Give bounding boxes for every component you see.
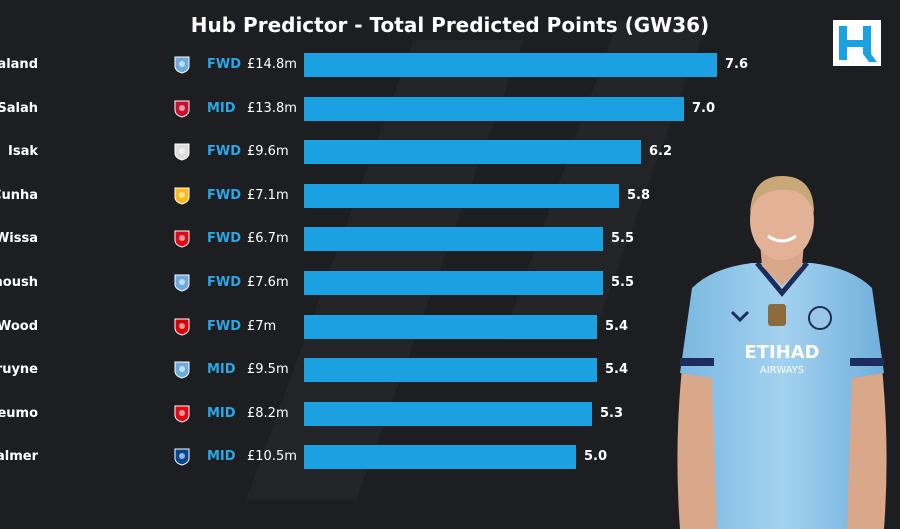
position-label: FWD (207, 57, 242, 72)
bar (304, 401, 592, 426)
hub-logo (833, 20, 881, 66)
chart-row: Wood FWD £7m 5.4 (0, 314, 780, 339)
man-city-crest-icon (174, 361, 190, 379)
player-name: Wood (0, 318, 38, 334)
value-label: 5.5 (611, 231, 635, 247)
value-label: 5.8 (627, 187, 651, 203)
bar (304, 53, 717, 77)
bar (304, 314, 597, 339)
position-label: FWD (207, 318, 242, 334)
value-label: 5.4 (605, 318, 629, 334)
position-label: FWD (207, 144, 242, 160)
player-name: Haaland (0, 57, 38, 72)
brentford-crest-icon (174, 405, 190, 423)
value-label: 5.5 (611, 275, 635, 290)
value-label: 7.0 (692, 100, 716, 116)
chart-row: De Bruyne MID £9.5m 5.4 (0, 358, 780, 383)
player-name: Wissa (0, 231, 38, 247)
chart-row: Palmer MID £10.5m 5.0 (0, 445, 780, 470)
chart-row: Wissa FWD £6.7m 5.5 (0, 227, 780, 252)
position-label: MID (207, 405, 236, 421)
price-label: £7.1m (247, 187, 289, 203)
player-name: Isak (8, 144, 38, 160)
position-label: MID (207, 100, 236, 116)
bar (304, 183, 619, 208)
bar (304, 140, 641, 165)
chart-row: M.Salah MID £13.8m 7.0 (0, 96, 780, 121)
position-label: MID (207, 449, 236, 465)
shirt-sponsor: ETIHAD (744, 342, 819, 363)
chart-row: Haaland FWD £14.8m 7.6 (0, 53, 780, 77)
bar (304, 271, 603, 295)
chart-title: Hub Predictor - Total Predicted Points (… (190, 13, 710, 37)
price-label: £7m (247, 318, 277, 334)
price-label: £14.8m (247, 57, 297, 72)
price-label: £9.6m (247, 144, 289, 160)
value-label: 7.6 (725, 57, 749, 72)
price-label: £7.6m (247, 275, 289, 290)
bar (304, 445, 576, 470)
man-city-crest-icon (174, 274, 190, 292)
price-label: £10.5m (247, 449, 297, 465)
shirt-sponsor-sub: AIRWAYS (760, 365, 804, 376)
player-name: De Bruyne (0, 362, 38, 378)
brentford-crest-icon (174, 230, 190, 248)
bar (304, 96, 684, 121)
price-label: £6.7m (247, 231, 289, 247)
bar (304, 358, 597, 383)
value-label: 5.0 (584, 449, 608, 465)
chelsea-crest-icon (174, 448, 190, 466)
liverpool-crest-icon (174, 100, 190, 118)
player-name: Palmer (0, 449, 38, 465)
chart-row: Isak FWD £9.6m 6.2 (0, 140, 780, 165)
bar (304, 227, 603, 252)
nottm-forest-crest-icon (174, 318, 190, 336)
position-label: MID (207, 362, 236, 378)
price-label: £13.8m (247, 100, 297, 116)
player-name: Cunha (0, 187, 38, 203)
chart-row: Cunha FWD £7.1m 5.8 (0, 183, 780, 208)
price-label: £8.2m (247, 405, 289, 421)
newcastle-crest-icon (174, 143, 190, 161)
player-name: Mbeumo (0, 405, 38, 421)
value-label: 5.3 (600, 405, 624, 421)
player-name: M.Salah (0, 100, 38, 116)
price-label: £9.5m (247, 362, 289, 378)
man-city-crest-icon (174, 56, 190, 74)
player-image: ETIHAD AIRWAYS (677, 176, 887, 529)
player-name: Marmoush (0, 275, 38, 290)
chart-row: Mbeumo MID £8.2m 5.3 (0, 401, 780, 426)
position-label: FWD (207, 187, 242, 203)
position-label: FWD (207, 275, 242, 290)
chart-row: Marmoush FWD £7.6m 5.5 (0, 271, 780, 295)
wolves-crest-icon (174, 187, 190, 205)
value-label: 6.2 (649, 144, 673, 160)
value-label: 5.4 (605, 362, 629, 378)
position-label: FWD (207, 231, 242, 247)
